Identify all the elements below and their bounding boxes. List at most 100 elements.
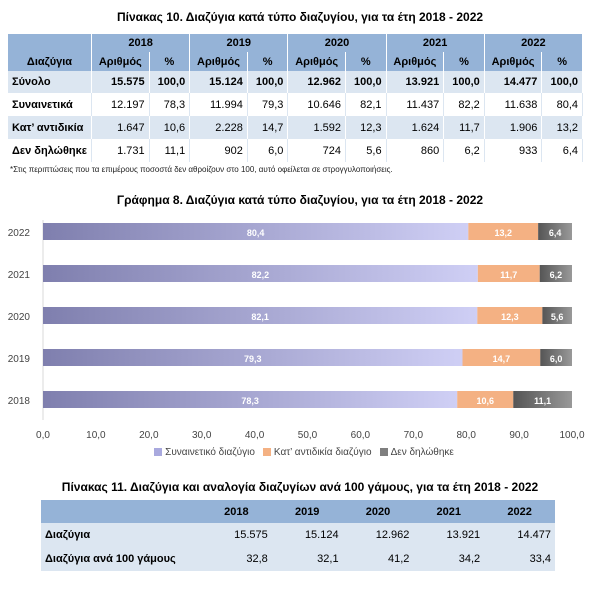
table-cell: 13,2 <box>541 116 583 139</box>
table-cell: 12.962 <box>342 523 414 547</box>
data-label: 10,6 <box>476 396 494 406</box>
y-tick-label: 2018 <box>8 396 31 407</box>
legend-label: Συναινετικό διαζύγιο <box>165 447 255 458</box>
y-tick-label: 2020 <box>8 312 31 323</box>
legend-label: Δεν δηλώθηκε <box>390 447 454 458</box>
table-cell: 100,0 <box>443 71 485 93</box>
table-cell: 11.437 <box>386 93 445 116</box>
pct-header: % <box>443 52 485 71</box>
table-cell: 933 <box>484 139 543 162</box>
bar-segment <box>43 265 478 282</box>
data-label: 80,4 <box>247 228 265 238</box>
table-cell: 12.962 <box>287 71 347 93</box>
table-cell: 15.124 <box>271 523 343 547</box>
table-cell: 860 <box>386 139 445 162</box>
data-label: 11,1 <box>534 396 551 406</box>
table-cell: 11.638 <box>484 93 543 116</box>
bar-segment <box>540 349 572 366</box>
table-cell: 1.624 <box>386 116 445 139</box>
bar-segment <box>43 391 458 408</box>
chart-title: Γράφημα 8. Διαζύγια κατά τύπο διαζυγίου,… <box>116 193 484 207</box>
table11-title: Πίνακας 11. Διαζύγια και αναλογία διαζυγ… <box>61 480 539 494</box>
bar-segment <box>477 307 543 324</box>
data-label: 12,3 <box>501 312 519 322</box>
table-cell: 13.921 <box>413 523 485 547</box>
table-cell: 11,1 <box>149 139 191 162</box>
table-row: Κατ’ αντιδικία 1.647 10,6 2.228 14,7 1.592 12,… <box>8 116 583 139</box>
year-header: 2019 <box>189 34 289 52</box>
bar-segment <box>43 349 463 366</box>
table-cell: 6,0 <box>247 139 289 162</box>
x-tick-label: 20,0 <box>139 430 159 441</box>
table-cell: 12.197 <box>91 93 150 116</box>
table-row: Δεν δηλώθηκε 1.731 11,1 902 6,0 724 5,6 860 6,2 9… <box>8 139 583 162</box>
y-tick-label: 2019 <box>8 354 31 365</box>
year-header: 2019 <box>271 500 343 523</box>
x-tick-label: 90,0 <box>509 430 529 441</box>
table-cell: 15.575 <box>201 523 272 547</box>
x-tick-label: 60,0 <box>351 430 371 441</box>
table-cell: 100,0 <box>541 71 583 93</box>
x-tick-label: 10,0 <box>86 430 106 441</box>
row-label: Σύνολο <box>8 71 92 93</box>
row-label: Διαζύγια <box>41 523 201 547</box>
table-cell: 6,4 <box>541 139 583 162</box>
data-label: 11,7 <box>500 270 517 280</box>
table-cell: 1.647 <box>91 116 150 139</box>
table10: 2018 2019 2020 2021 2022 Διαζύγια Αριθμός% Αρι… <box>8 34 584 162</box>
count-header: Αριθμός <box>386 52 445 71</box>
pct-header: % <box>149 52 191 71</box>
table-cell: 10,6 <box>149 116 191 139</box>
data-label: 6,4 <box>549 228 562 238</box>
table-row: Διαζύγια ανά 100 γάμους 32,8 32,1 41,2 34,2 3… <box>41 547 555 571</box>
table-row: Διαζύγια 15.575 15.124 12.962 13.921 14.477 <box>41 523 555 547</box>
table-cell: 100,0 <box>345 71 387 93</box>
table-cell: 15.124 <box>189 71 248 93</box>
row-label: Διαζύγια ανά 100 γάμους <box>41 547 201 571</box>
table-row: Συναινετικά 12.197 78,3 11.994 79,3 10.646 82,… <box>8 93 583 116</box>
x-tick-label: 0,0 <box>36 430 50 441</box>
table-cell: 34,2 <box>413 547 485 571</box>
year-header: 2021 <box>386 34 485 52</box>
year-header: 2020 <box>287 34 387 52</box>
table-cell: 13.921 <box>386 71 445 93</box>
table-cell: 1.731 <box>91 139 150 162</box>
x-tick-label: 50,0 <box>298 430 318 441</box>
table-cell: 41,2 <box>342 547 414 571</box>
table-cell: 33,4 <box>484 547 555 571</box>
data-label: 13,2 <box>494 228 512 238</box>
legend-swatch <box>154 448 163 457</box>
table-cell: 32,8 <box>201 547 272 571</box>
table-cell: 724 <box>287 139 347 162</box>
chart-legend: Συναινετικό διαζύγιο Κατ’ αντιδικία διαζύ… <box>0 447 600 458</box>
y-tick-label: 2021 <box>8 270 31 281</box>
row-label: Δεν δηλώθηκε <box>8 139 92 162</box>
table-cell: 14.477 <box>484 71 543 93</box>
bar-segment <box>538 223 572 240</box>
year-header: 2018 <box>91 34 191 52</box>
table-cell: 12,3 <box>345 116 387 139</box>
table-cell: 100,0 <box>247 71 289 93</box>
data-label: 14,7 <box>493 354 511 364</box>
table-cell: 14,7 <box>247 116 289 139</box>
x-tick-label: 70,0 <box>404 430 424 441</box>
bar-segment <box>457 391 514 408</box>
bar-segment <box>477 265 540 282</box>
stacked-bar-chart: 2022 80,4 13,2 6,4 2021 82,2 11,7 6,2 2020 82,1 12… <box>8 220 585 441</box>
year-header: 2022 <box>484 34 584 52</box>
bar-segment <box>462 349 541 366</box>
bar-segment <box>43 223 469 240</box>
bar-segment <box>513 391 572 408</box>
count-header: Αριθμός <box>484 52 543 71</box>
bar-segment <box>542 307 572 324</box>
data-label: 5,6 <box>551 312 564 322</box>
footnote: *Στις περιπτώσεις που τα επιμέρους ποσοσ… <box>10 165 393 174</box>
x-tick-label: 100,0 <box>559 430 584 441</box>
table-cell: 15.575 <box>91 71 150 93</box>
y-tick-label: 2022 <box>8 228 31 239</box>
row-label: Συναινετικά <box>8 93 92 116</box>
table-cell: 79,3 <box>247 93 289 116</box>
row-label: Κατ’ αντιδικία <box>8 116 92 139</box>
year-header: 2022 <box>484 500 555 523</box>
legend-swatch <box>262 448 271 457</box>
